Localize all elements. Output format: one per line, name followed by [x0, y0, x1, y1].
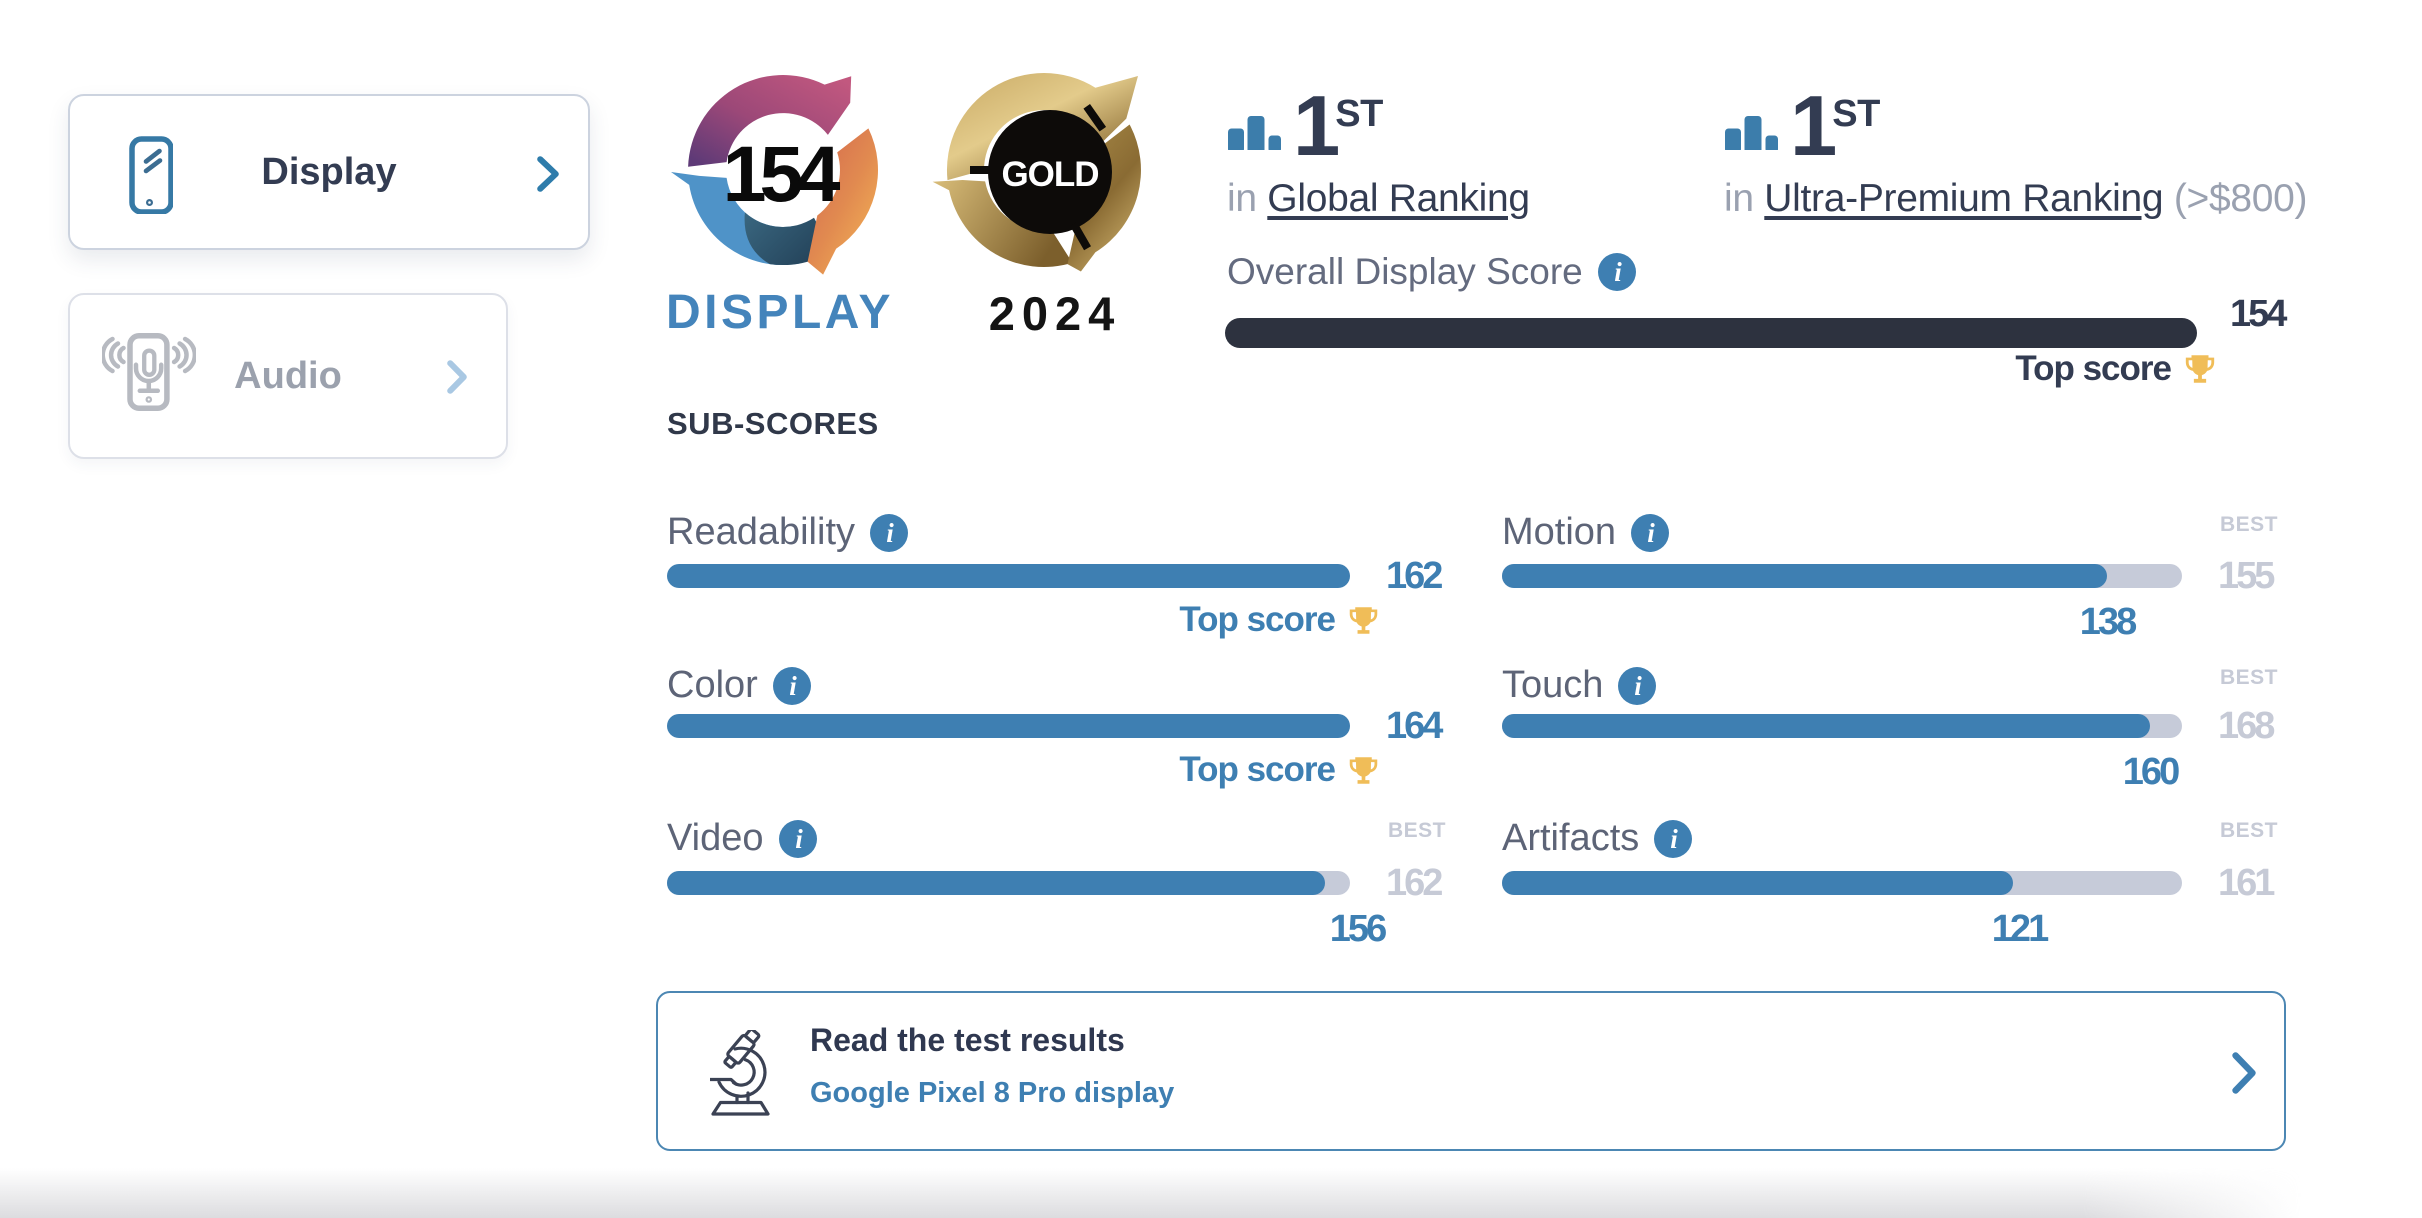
- svg-text:i: i: [795, 824, 803, 854]
- svg-text:GOLD: GOLD: [1001, 155, 1098, 194]
- svg-text:i: i: [886, 518, 894, 548]
- svg-text:i: i: [789, 671, 797, 701]
- svg-text:i: i: [1647, 518, 1655, 548]
- svg-text:i: i: [1670, 824, 1678, 854]
- svg-text:i: i: [1614, 257, 1622, 287]
- svg-text:i: i: [1635, 671, 1643, 701]
- svg-text:154: 154: [723, 129, 841, 218]
